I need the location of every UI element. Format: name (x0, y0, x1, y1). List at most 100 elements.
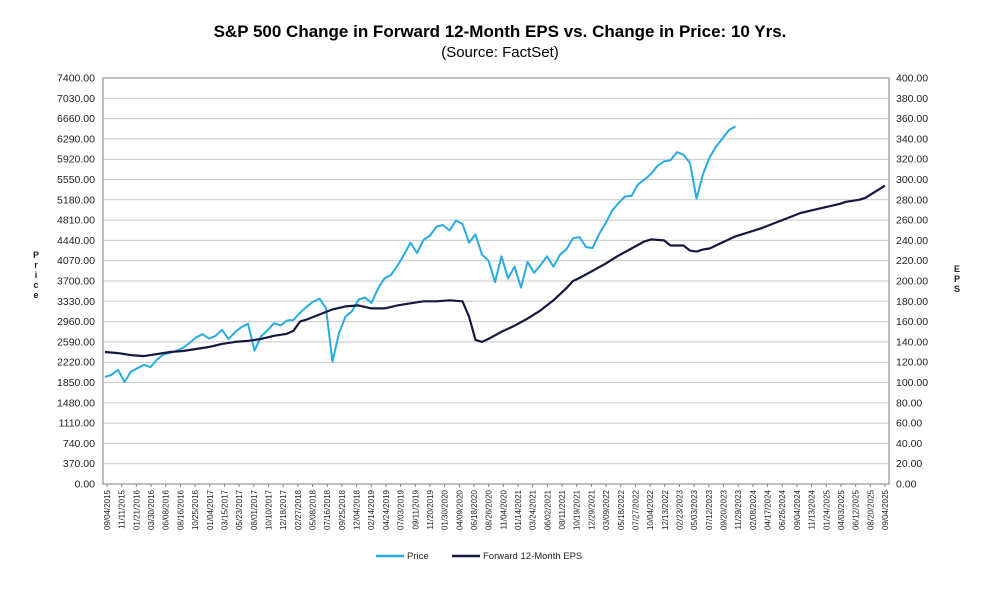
right-axis-ticks: 0.00 20.00 40.00 60.00 80.00 100.00 120.00 140.… (896, 73, 928, 491)
x-tick-label: 11/20/2019 (426, 489, 435, 529)
x-tick-label: 11/04/2020 (499, 489, 508, 529)
x-tick-label: 03/15/2017 (220, 489, 229, 530)
y-left-tick-label: 1480.00 (57, 397, 95, 409)
y-right-tick-label: 180.00 (896, 296, 928, 308)
y-right-tick-label: 40.00 (896, 438, 922, 450)
x-tick-label: 01/24/2025 (822, 489, 831, 530)
y-left-tick-label: 4810.00 (57, 215, 95, 227)
x-tick-label: 09/25/2018 (338, 489, 347, 530)
y-left-axis-label: i (35, 270, 38, 280)
y-right-tick-label: 360.00 (896, 113, 928, 125)
x-tick-label: 03/30/2016 (147, 489, 156, 530)
x-tick-label: 04/03/2025 (837, 489, 846, 530)
x-tick-label: 10/25/2016 (191, 489, 200, 530)
x-axis-ticks: 09/04/2015 11/11/2015 01/21/2016 03/30/2016… (103, 484, 890, 530)
x-tick-label: 12/18/2017 (279, 489, 288, 530)
x-tick-label: 09/20/2023 (720, 489, 729, 530)
x-tick-label: 01/21/2016 (132, 489, 141, 530)
x-tick-label: 02/08/2024 (749, 489, 758, 530)
x-tick-label: 09/04/2015 (103, 489, 112, 530)
x-tick-label: 04/09/2020 (455, 489, 464, 530)
x-tick-label: 09/04/2025 (881, 489, 890, 530)
x-tick-label: 06/18/2020 (470, 489, 479, 530)
y-left-tick-label: 2590.00 (57, 336, 95, 348)
y-right-tick-label: 60.00 (896, 418, 922, 430)
y-right-tick-label: 400.00 (896, 73, 928, 85)
y-right-tick-label: 380.00 (896, 93, 928, 105)
y-left-tick-label: 5180.00 (57, 194, 95, 206)
x-tick-label: 11/13/2024 (808, 489, 817, 529)
y-left-tick-label: 5550.00 (57, 174, 95, 186)
y-left-tick-label: 5920.00 (57, 154, 95, 166)
x-tick-label: 07/27/2022 (631, 489, 640, 530)
y-right-tick-label: 140.00 (896, 336, 928, 348)
x-tick-label: 01/30/2020 (441, 489, 450, 530)
y-right-tick-label: 260.00 (896, 215, 928, 227)
x-tick-label: 08/11/2021 (558, 489, 567, 529)
x-tick-label: 10/19/2021 (573, 489, 582, 530)
legend-eps-label: Forward 12-Month EPS (483, 551, 582, 562)
x-tick-label: 03/09/2022 (602, 489, 611, 530)
y-right-tick-label: 20.00 (896, 458, 922, 470)
y-right-tick-label: 280.00 (896, 194, 928, 206)
chart-subtitle: (Source: FactSet) (441, 44, 559, 61)
x-tick-label: 04/24/2019 (382, 489, 391, 530)
eps-line (104, 184, 886, 358)
x-tick-label: 01/14/2021 (514, 489, 523, 530)
x-tick-label: 08/20/2025 (866, 489, 875, 530)
y-left-axis-label: e (33, 290, 38, 300)
x-tick-label: 08/16/2016 (176, 489, 185, 530)
x-tick-label: 05/08/2018 (309, 489, 318, 530)
x-tick-label: 10/04/2022 (646, 489, 655, 530)
y-right-tick-label: 220.00 (896, 255, 928, 267)
y-left-tick-label: 3700.00 (57, 276, 95, 288)
x-tick-label: 09/04/2024 (793, 489, 802, 530)
y-left-tick-label: 2960.00 (57, 316, 95, 328)
x-tick-label: 05/23/2017 (235, 489, 244, 530)
x-tick-label: 01/04/2017 (206, 489, 215, 530)
x-tick-label: 06/12/2025 (852, 489, 861, 530)
x-tick-label: 04/17/2024 (764, 489, 773, 530)
y-left-axis-label: P (33, 250, 39, 260)
y-right-tick-label: 160.00 (896, 316, 928, 328)
left-axis-ticks: 0.00 370.00 740.00 1110.00 1480.00 1850.00 222… (57, 73, 95, 491)
y-left-tick-label: 4070.00 (57, 255, 95, 267)
x-tick-label: 12/04/2018 (353, 489, 362, 530)
legend: Price Forward 12-Month EPS (376, 551, 582, 562)
y-right-tick-label: 100.00 (896, 377, 928, 389)
y-left-tick-label: 1110.00 (59, 418, 96, 430)
y-left-tick-label: 2220.00 (57, 357, 95, 369)
x-tick-label: 09/11/2019 (411, 489, 420, 529)
x-tick-label: 06/26/2024 (778, 489, 787, 530)
x-tick-label: 03/24/2021 (529, 489, 538, 530)
x-tick-label: 07/16/2018 (323, 489, 332, 530)
x-tick-label: 12/13/2022 (661, 489, 670, 530)
x-tick-label: 06/08/2016 (162, 489, 171, 530)
chart-title: S&P 500 Change in Forward 12-Month EPS v… (213, 22, 787, 41)
y-right-tick-label: 340.00 (896, 133, 928, 145)
y-left-tick-label: 7030.00 (57, 93, 95, 105)
legend-price-label: Price (407, 551, 429, 562)
plot-border (102, 77, 890, 485)
x-tick-label: 07/12/2023 (705, 489, 714, 530)
y-left-tick-label: 0.00 (75, 479, 96, 491)
x-tick-label: 10/10/2017 (264, 489, 273, 530)
y-right-tick-label: 300.00 (896, 174, 928, 186)
y-left-tick-label: 740.00 (63, 438, 95, 450)
y-left-tick-label: 4440.00 (57, 235, 95, 247)
x-tick-label: 08/01/2017 (250, 489, 259, 530)
y-right-tick-label: 320.00 (896, 154, 928, 166)
y-left-tick-label: 370.00 (63, 458, 95, 470)
x-tick-label: 06/02/2021 (543, 489, 552, 530)
x-tick-label: 02/27/2018 (294, 489, 303, 530)
y-right-tick-label: 240.00 (896, 235, 928, 247)
y-right-axis-label: E (954, 264, 960, 274)
y-left-axis-label: c (33, 280, 38, 290)
y-left-tick-label: 7400.00 (57, 73, 95, 85)
y-right-tick-label: 120.00 (896, 357, 928, 369)
x-tick-label: 05/03/2023 (690, 489, 699, 530)
y-left-axis-label: r (34, 260, 38, 270)
y-left-tick-label: 3330.00 (57, 296, 95, 308)
